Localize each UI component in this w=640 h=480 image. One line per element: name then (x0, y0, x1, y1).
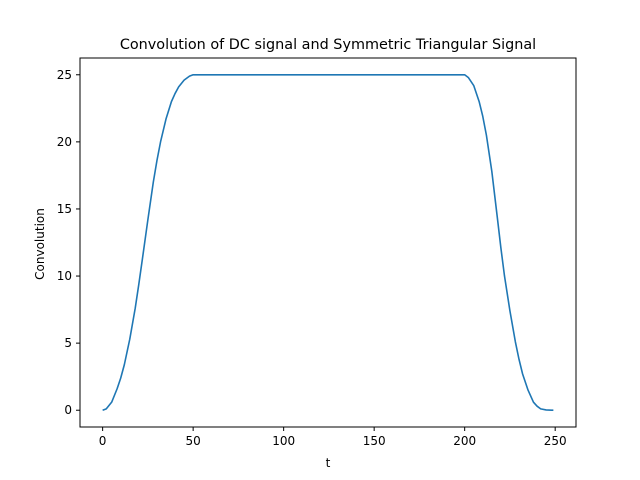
y-tick-label: 15 (57, 202, 72, 216)
y-tick-label: 0 (64, 403, 72, 417)
axes-frame (79, 57, 577, 428)
plot-area: 0 50 100 150 200 250 0 5 10 15 20 25 (57, 57, 577, 448)
x-tick-label: 200 (453, 434, 476, 448)
series-line-0 (102, 73, 554, 412)
x-tick-label: 250 (544, 434, 567, 448)
x-axis-label: t (326, 456, 331, 470)
y-tick-label: 5 (64, 336, 72, 350)
y-axis-label: Convolution (33, 208, 47, 280)
y-tick-label: 20 (57, 135, 72, 149)
chart-title: Convolution of DC signal and Symmetric T… (120, 37, 536, 53)
x-tick-label: 50 (185, 434, 200, 448)
y-tick-label: 25 (57, 68, 72, 82)
x-tick-label: 0 (99, 434, 107, 448)
y-tick-label: 10 (57, 269, 72, 283)
x-tick-label: 150 (363, 434, 386, 448)
x-tick-label: 100 (272, 434, 295, 448)
